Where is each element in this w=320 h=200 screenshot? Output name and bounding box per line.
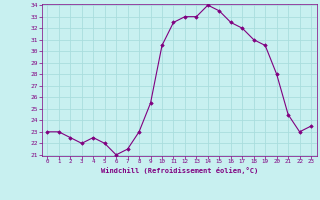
X-axis label: Windchill (Refroidissement éolien,°C): Windchill (Refroidissement éolien,°C) [100,167,258,174]
